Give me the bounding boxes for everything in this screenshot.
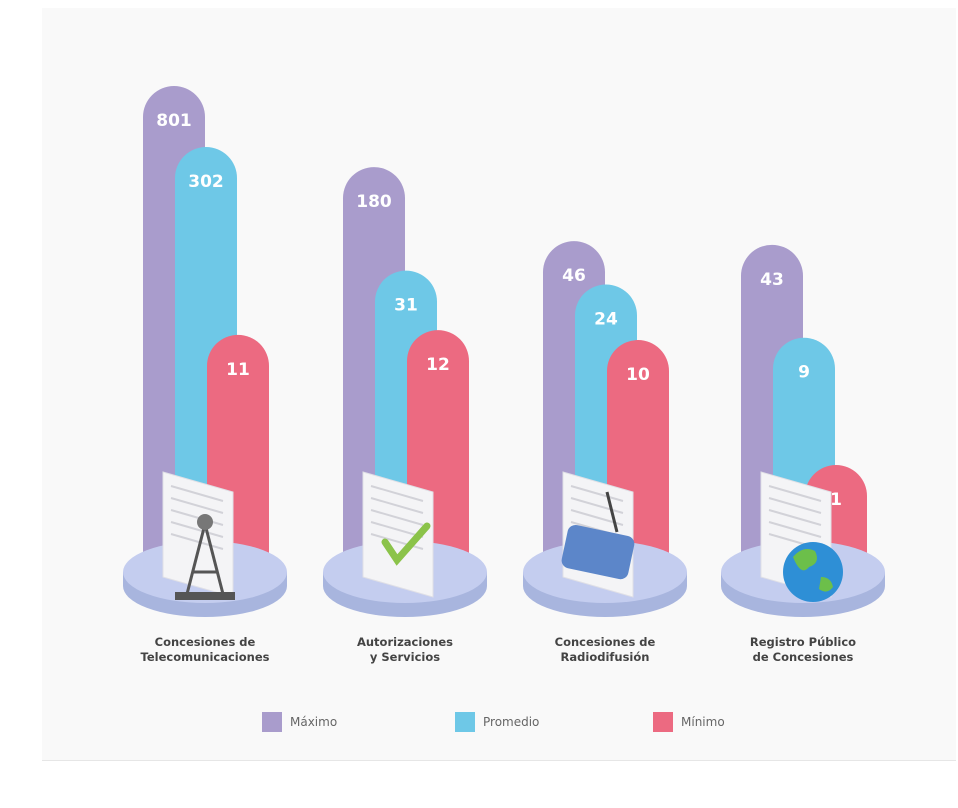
document-line	[370, 497, 424, 514]
document-line	[768, 521, 822, 538]
document-line	[170, 521, 224, 538]
document-icon	[362, 471, 434, 598]
value-label: 10	[626, 365, 650, 385]
globe-land	[793, 549, 833, 592]
value-label: 180	[356, 192, 392, 212]
category-label: Concesiones de Telecomunicaciones	[140, 635, 270, 664]
document-line	[170, 485, 224, 502]
document-line	[370, 521, 424, 538]
tower-icon	[197, 514, 213, 530]
value-label: 43	[760, 270, 784, 290]
value-label: 801	[156, 111, 192, 131]
value-label: 12	[426, 355, 450, 375]
document-line	[370, 533, 424, 550]
category-label: Concesiones de Radiodifusión	[554, 635, 656, 664]
value-label: 31	[394, 296, 418, 316]
category-label: Autorizaciones y Servicios	[356, 635, 454, 664]
legend-label: Máximo	[290, 715, 338, 729]
legend-label: Mínimo	[681, 715, 725, 729]
document-line	[570, 497, 624, 514]
value-label: 302	[188, 172, 224, 192]
document-line	[370, 509, 424, 526]
tower-icon	[175, 592, 235, 600]
value-label: 1	[830, 490, 842, 510]
document-line	[570, 485, 624, 502]
value-label: 46	[562, 266, 586, 286]
legend-swatch	[262, 712, 282, 732]
value-label: 11	[226, 360, 250, 380]
document-line	[170, 497, 224, 514]
document-line	[768, 485, 822, 502]
document-line	[170, 533, 224, 550]
category-label: Registro Público de Concesiones	[749, 635, 857, 664]
document-line	[170, 509, 224, 526]
document-line	[768, 509, 822, 526]
value-label: 24	[594, 309, 618, 329]
legend-label: Promedio	[483, 715, 540, 729]
radio-antenna	[605, 491, 619, 533]
tower-icon	[185, 523, 225, 595]
legend-swatch	[455, 712, 475, 732]
radio-icon	[561, 525, 635, 580]
document-line	[768, 497, 822, 514]
value-label: 9	[798, 363, 810, 383]
legend-swatch	[653, 712, 673, 732]
document-line	[370, 485, 424, 502]
check-icon	[381, 522, 431, 566]
